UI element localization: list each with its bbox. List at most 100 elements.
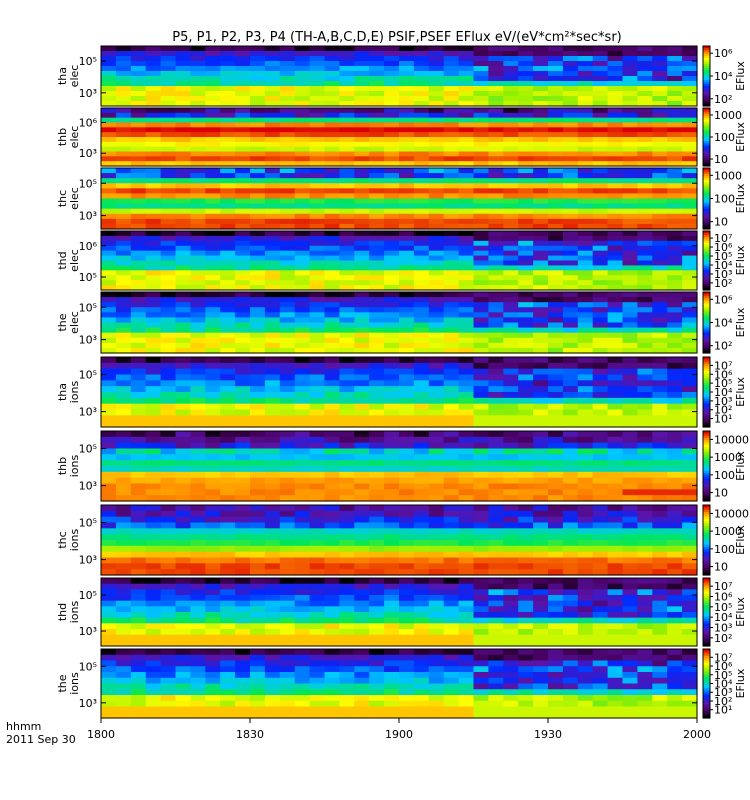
- heatmap-cell: [279, 81, 296, 87]
- heatmap-cell: [562, 240, 579, 247]
- heatmap-cell: [354, 96, 370, 102]
- heatmap-cell: [443, 218, 460, 225]
- heatmap-cell: [503, 260, 519, 267]
- colorbar-segment: [703, 616, 710, 620]
- heatmap-cell: [533, 137, 549, 143]
- heatmap-cell: [503, 431, 519, 438]
- heatmap-cell: [130, 368, 147, 376]
- heatmap-cell: [324, 640, 340, 647]
- heatmap-cell: [637, 649, 653, 656]
- heatmap-cell: [160, 551, 177, 559]
- heatmap-cell: [130, 161, 147, 167]
- colorbar-segment: [703, 625, 710, 629]
- heatmap-cell: [339, 489, 355, 496]
- heatmap-cell: [250, 51, 266, 57]
- heatmap-cell: [652, 368, 668, 376]
- heatmap-cell: [264, 161, 281, 167]
- heatmap-cell: [577, 265, 594, 271]
- heatmap-cell: [503, 569, 519, 576]
- heatmap-cell: [458, 302, 475, 308]
- heatmap-cell: [458, 307, 475, 313]
- heatmap-cell: [190, 516, 206, 524]
- heatmap-cell: [205, 448, 221, 455]
- panel-probe-label: thb: [56, 128, 69, 146]
- heatmap-cell: [667, 173, 683, 179]
- heatmap-cell: [384, 454, 400, 461]
- heatmap-cell: [294, 285, 311, 291]
- heatmap-cell: [622, 112, 638, 119]
- heatmap-cell: [264, 471, 281, 479]
- heatmap-cell: [592, 510, 609, 518]
- colorbar-tick-label: 10²: [714, 277, 732, 290]
- heatmap-cell: [220, 337, 236, 344]
- heatmap-cell: [503, 231, 519, 237]
- heatmap-cell: [622, 312, 638, 319]
- heatmap-cell: [428, 265, 445, 271]
- heatmap-cell: [548, 183, 564, 189]
- heatmap-cell: [324, 442, 340, 450]
- heatmap-cell: [250, 634, 266, 641]
- heatmap-cell: [399, 91, 415, 97]
- heatmap-cell: [413, 454, 430, 461]
- heatmap-cell: [637, 640, 653, 647]
- heatmap-cell: [503, 141, 519, 148]
- heatmap-cell: [205, 137, 221, 143]
- heatmap-cell: [190, 270, 206, 276]
- heatmap-cell: [101, 198, 117, 205]
- heatmap-cell: [682, 250, 698, 257]
- heatmap-cell: [309, 421, 326, 428]
- heatmap-cell: [115, 91, 132, 97]
- heatmap-cell: [369, 649, 385, 656]
- heatmap-cell: [324, 66, 340, 72]
- heatmap-cell: [220, 265, 236, 271]
- colorbar-segment: [703, 54, 710, 57]
- heatmap-cell: [294, 557, 311, 564]
- heatmap-cell: [294, 578, 311, 585]
- heatmap-cell: [667, 66, 683, 72]
- heatmap-cell: [428, 317, 445, 324]
- heatmap-cell: [145, 374, 162, 381]
- heatmap-cell: [279, 292, 296, 298]
- heatmap-cell: [250, 302, 266, 308]
- heatmap-cell: [533, 522, 549, 529]
- heatmap-cell: [220, 132, 236, 138]
- heatmap-cell: [369, 146, 385, 153]
- heatmap-cell: [220, 71, 236, 77]
- heatmap-cell: [458, 442, 475, 450]
- heatmap-cell: [160, 245, 177, 252]
- heatmap-cell: [279, 108, 296, 114]
- heatmap-cell: [413, 528, 430, 535]
- heatmap-cell: [413, 292, 430, 298]
- colorbar-segment: [703, 449, 710, 453]
- heatmap-cell: [160, 141, 177, 148]
- heatmap-cell: [101, 161, 117, 167]
- heatmap-cell: [667, 285, 683, 291]
- heatmap-cell: [533, 178, 549, 184]
- heatmap-cell: [130, 270, 147, 276]
- heatmap-cell: [548, 270, 564, 276]
- heatmap-cell: [458, 198, 475, 205]
- heatmap-cell: [548, 522, 564, 529]
- heatmap-cell: [637, 117, 653, 124]
- colorbar-segment: [703, 242, 710, 246]
- heatmap-cell: [145, 436, 162, 444]
- heatmap-cell: [637, 337, 653, 344]
- heatmap-cell: [160, 218, 177, 225]
- heatmap-cell: [294, 322, 311, 329]
- heatmap-cell: [473, 623, 489, 630]
- heatmap-cell: [160, 231, 177, 237]
- colorbar-segment: [703, 591, 710, 595]
- heatmap-cell: [592, 280, 609, 286]
- heatmap-cell: [413, 534, 430, 541]
- heatmap-cell: [548, 275, 564, 281]
- heatmap-cell: [443, 188, 460, 195]
- heatmap-cell: [130, 551, 147, 559]
- heatmap-cell: [548, 146, 564, 153]
- colorbar-segment: [703, 238, 710, 242]
- heatmap-cell: [384, 421, 400, 428]
- heatmap-cell: [607, 534, 624, 541]
- colorbar-segment: [703, 137, 710, 140]
- heatmap-cell: [339, 81, 355, 87]
- heatmap-cell: [518, 117, 534, 124]
- heatmap-cell: [294, 409, 311, 416]
